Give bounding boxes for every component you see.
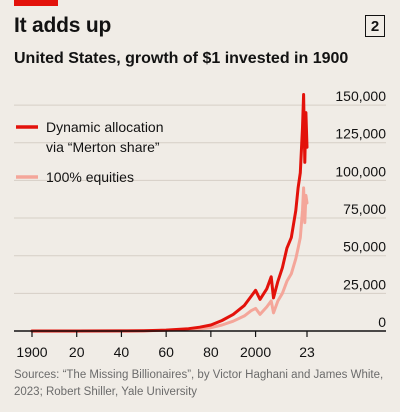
y-tick-label: 100,000 — [335, 163, 386, 179]
y-tick-label: 150,000 — [335, 88, 386, 104]
x-tick-label: 23 — [299, 344, 315, 360]
legend: Dynamic allocation via “Merton share” 100%… — [16, 119, 164, 185]
x-tick-label: 40 — [114, 344, 130, 360]
accent-bar — [14, 0, 58, 6]
y-tick-label: 75,000 — [343, 201, 386, 217]
chart-number-badge: 2 — [365, 15, 385, 37]
legend-label: Dynamic allocation — [46, 119, 164, 135]
legend-label: 100% equities — [46, 169, 134, 185]
x-tick-label: 1900 — [16, 344, 47, 360]
y-tick-label: 25,000 — [343, 276, 386, 292]
series-line — [30, 93, 309, 333]
series-lines — [30, 93, 309, 333]
source-note: Sources: “The Missing Billionaires”, by … — [14, 369, 384, 398]
x-tick-label: 80 — [203, 344, 219, 360]
y-tick-label: 50,000 — [343, 239, 386, 255]
x-tick-label: 60 — [158, 344, 174, 360]
series-line — [30, 186, 309, 333]
x-tick-label: 2000 — [240, 344, 271, 360]
y-tick-label: 125,000 — [335, 126, 386, 142]
legend-label: via “Merton share” — [46, 139, 160, 155]
gridlines — [14, 104, 386, 294]
x-tick-label: 20 — [69, 344, 85, 360]
axes: 0 25,000 50,000 75,000 100,000 125,000 150,000… — [14, 88, 386, 360]
chart-title: It adds up — [14, 14, 112, 37]
y-tick-label: 0 — [378, 314, 386, 330]
chart-subtitle: United States, growth of $1 invested in … — [14, 50, 349, 67]
